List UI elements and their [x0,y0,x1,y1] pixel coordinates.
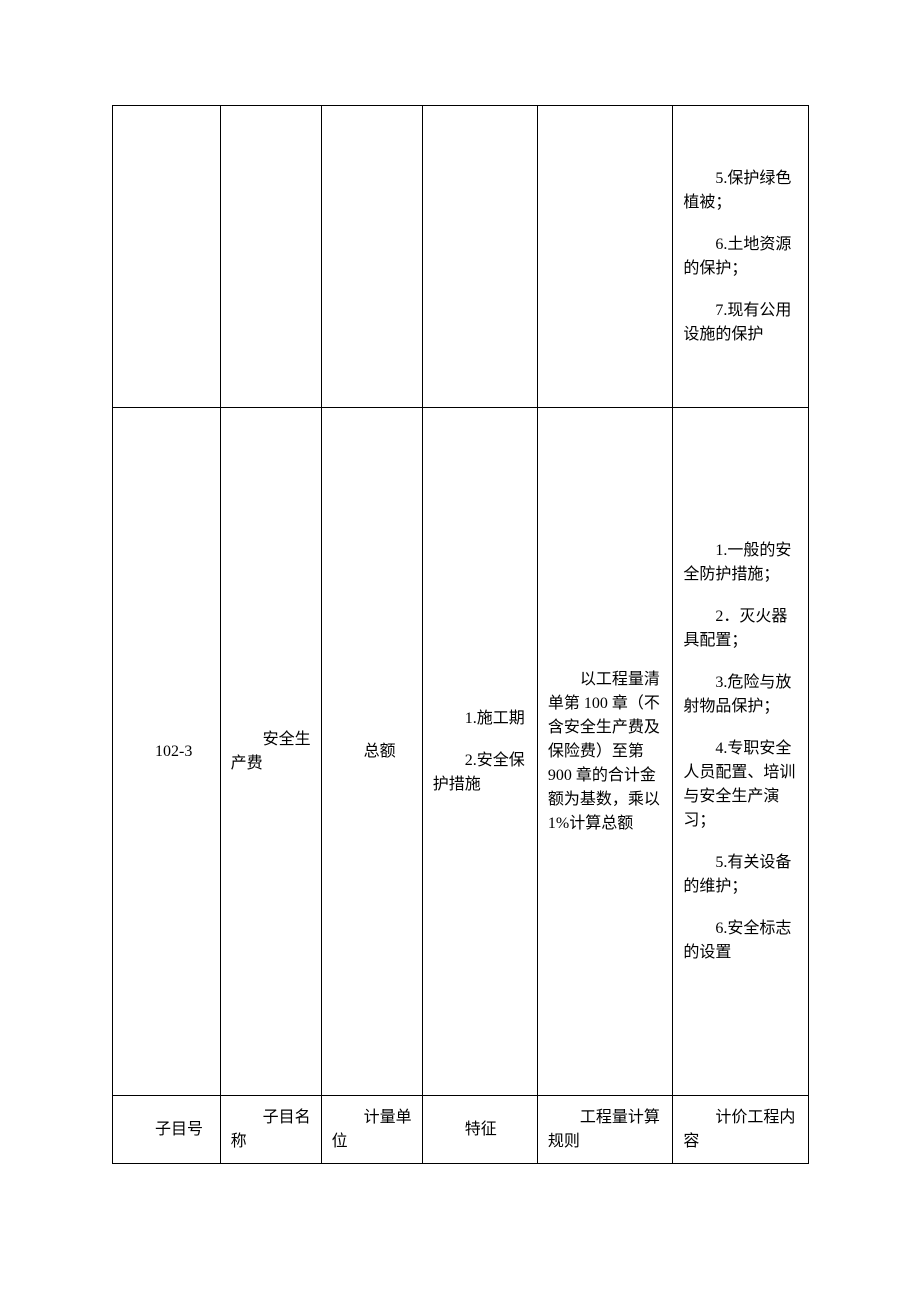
cell-header-feature: 特征 [422,1096,537,1164]
cell-text: 工程量计算规则 [548,1106,663,1154]
cell-rule [537,106,673,408]
cell-text: 计价工程内容 [683,1106,798,1154]
cell-text: 5.有关设备的维护； [683,851,798,899]
cell-content: 5.保护绿色植被； 6.土地资源的保护； 7.现有公用设施的保护 [673,106,809,408]
cell-text: 5.保护绿色植被； [683,167,798,215]
cell-text: 子目名称 [231,1106,311,1154]
cell-header-unit: 计量单位 [321,1096,422,1164]
cell-text: 1.施工期 [433,707,527,731]
cell-code: 102-3 [113,408,221,1096]
table-row: 5.保护绿色植被； 6.土地资源的保护； 7.现有公用设施的保护 [113,106,809,408]
cell-text: 计量单位 [332,1106,412,1154]
cell-text: 安全生产费 [231,728,311,776]
cell-content: 1.一般的安全防护措施； 2．灭火器具配置； 3.危险与放射物品保护； 4.专职… [673,408,809,1096]
cell-header-rule: 工程量计算规则 [537,1096,673,1164]
cell-feature: 1.施工期 2.安全保护措施 [422,408,537,1096]
cell-name [220,106,321,408]
cell-header-name: 子目名称 [220,1096,321,1164]
cell-text: 4.专职安全人员配置、培训与安全生产演习； [683,737,798,833]
cell-unit [321,106,422,408]
cell-text: 以工程量清单第 100 章（不含安全生产费及保险费）至第 900 章的合计金额为… [548,668,663,836]
table-row: 102-3 安全生产费 总额 1.施工期 2.安全保护措施 以工程量清单第 10… [113,408,809,1096]
cell-text: 3.危险与放射物品保护； [683,671,798,719]
cell-text: 7.现有公用设施的保护 [683,299,798,347]
cell-text: 2.安全保护措施 [433,749,527,797]
cell-text: 102-3 [123,740,210,764]
cell-text: 总额 [332,740,412,764]
cell-unit: 总额 [321,408,422,1096]
cell-feature [422,106,537,408]
cell-text: 6.土地资源的保护； [683,233,798,281]
table-container: 5.保护绿色植被； 6.土地资源的保护； 7.现有公用设施的保护 102-3 安… [112,105,809,1164]
cell-header-content: 计价工程内容 [673,1096,809,1164]
table-row: 子目号 子目名称 计量单位 特征 工程量计算规则 计价工程内容 [113,1096,809,1164]
cell-name: 安全生产费 [220,408,321,1096]
cell-code [113,106,221,408]
data-table: 5.保护绿色植被； 6.土地资源的保护； 7.现有公用设施的保护 102-3 安… [112,105,809,1164]
cell-text: 1.一般的安全防护措施； [683,539,798,587]
cell-rule: 以工程量清单第 100 章（不含安全生产费及保险费）至第 900 章的合计金额为… [537,408,673,1096]
cell-text: 6.安全标志的设置 [683,917,798,965]
cell-text: 特征 [433,1118,527,1142]
cell-text: 2．灭火器具配置； [683,605,798,653]
cell-text: 子目号 [123,1118,210,1142]
cell-header-code: 子目号 [113,1096,221,1164]
